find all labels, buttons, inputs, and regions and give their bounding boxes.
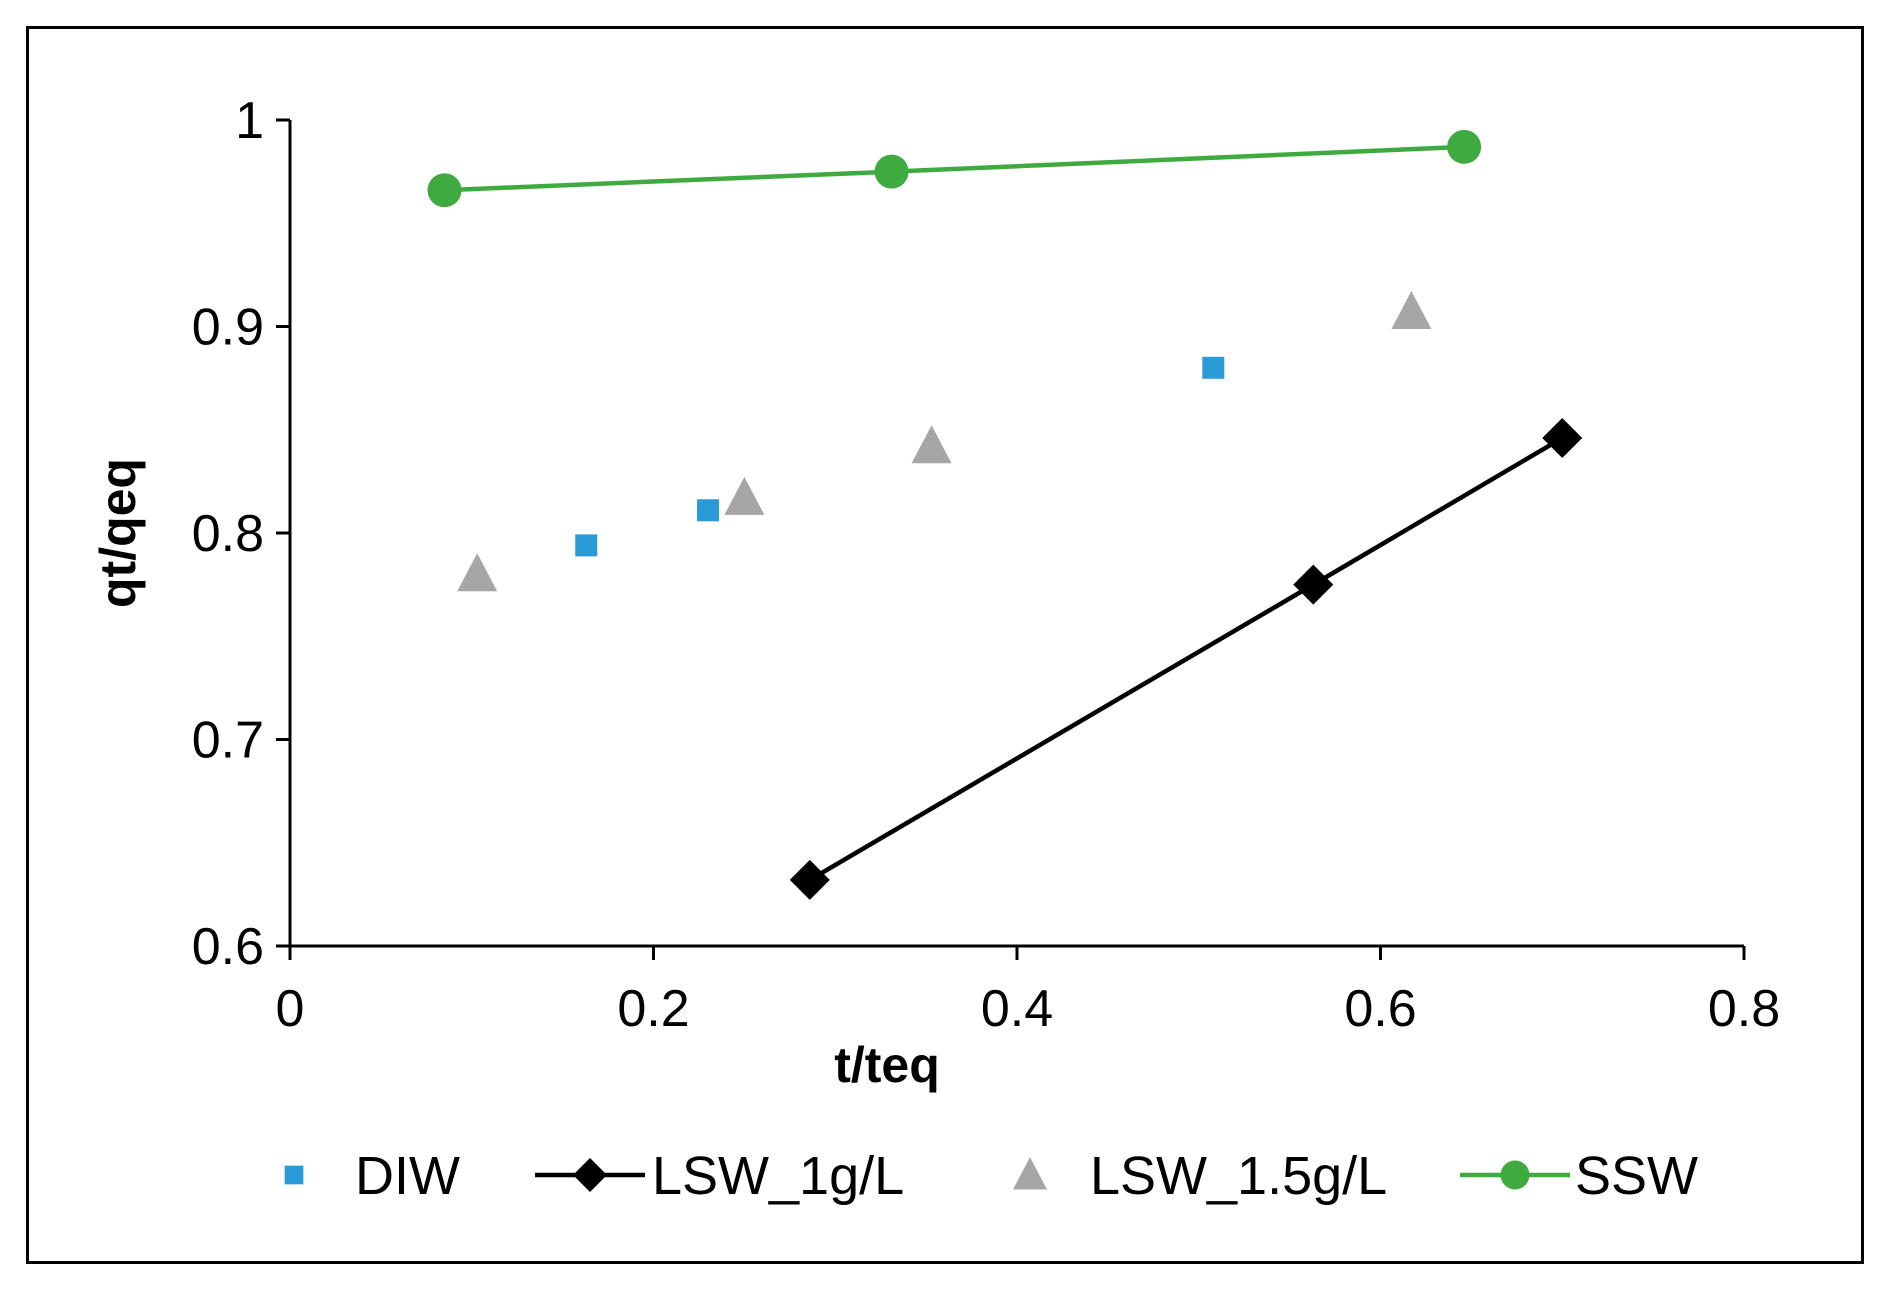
chart-frame: [26, 26, 1864, 1264]
y-tick-label: 0.8: [192, 505, 264, 563]
legend-item-ssw: SSW: [1460, 1146, 1698, 1206]
data-point-lsw-1-5g-l: [911, 425, 952, 464]
x-tick-label: 0: [276, 980, 305, 1038]
data-point-diw: [1202, 356, 1225, 379]
data-point-ssw: [427, 173, 462, 208]
legend: DIW LSW_1g/L LSW_1.5g/L SSW: [284, 1146, 1698, 1206]
data-point-lsw-1-5g-l: [1391, 291, 1432, 330]
x-axis-title: t/teq: [834, 1037, 940, 1093]
data-point-lsw-1g-l: [1293, 564, 1334, 605]
x-tick-label: 0.4: [981, 980, 1053, 1038]
data-point-lsw-1g-l: [789, 859, 830, 900]
tick-labels: 0.6 0.7 0.8 0.9 1 0 0.2 0.4 0.6 0.8: [192, 92, 1780, 1038]
y-tick-label: 0.9: [192, 299, 264, 357]
legend-marker-ssw: [1500, 1160, 1530, 1190]
legend-label-lsw-1g-l: LSW_1g/L: [652, 1146, 904, 1206]
series-line-lsw-1g-l: [808, 436, 1564, 882]
legend-item-lsw-1g-l: LSW_1g/L: [535, 1146, 904, 1206]
data-point-lsw-1-5g-l: [457, 553, 498, 592]
x-tick-label: 0.6: [1344, 980, 1416, 1038]
data-point-lsw-1-5g-l: [724, 476, 765, 515]
x-tick-label: 0.8: [1708, 980, 1780, 1038]
series-line-ssw: [444, 144, 1465, 193]
series-layer: [427, 129, 1583, 900]
y-tick-label: 0.6: [192, 918, 264, 976]
legend-item-lsw-1-5g-l: LSW_1.5g/L: [1013, 1146, 1387, 1206]
legend-marker-diw: [284, 1165, 304, 1185]
data-point-lsw-1g-l: [1542, 418, 1583, 459]
y-axis-title: qt/qeq: [90, 458, 146, 608]
series-lsw-1-5g-l: [457, 291, 1432, 592]
data-point-ssw: [1447, 129, 1482, 164]
data-point-diw: [697, 499, 720, 522]
series-lsw-1g-l: [789, 418, 1583, 900]
legend-marker-lsw-1-5g-l: [1013, 1157, 1047, 1190]
y-tick-label: 0.7: [192, 712, 264, 770]
series-ssw: [427, 129, 1482, 208]
axes: [276, 118, 1746, 960]
legend-marker-lsw-1g-l: [573, 1158, 607, 1192]
legend-label-lsw-1-5g-l: LSW_1.5g/L: [1090, 1146, 1387, 1206]
y-tick-label: 1: [235, 92, 264, 150]
legend-label-ssw: SSW: [1575, 1146, 1698, 1206]
legend-item-diw: DIW: [284, 1146, 460, 1206]
legend-label-diw: DIW: [355, 1146, 460, 1206]
data-point-ssw: [874, 154, 909, 189]
x-tick-label: 0.2: [617, 980, 689, 1038]
series-diw: [575, 356, 1225, 557]
data-point-diw: [575, 534, 598, 557]
